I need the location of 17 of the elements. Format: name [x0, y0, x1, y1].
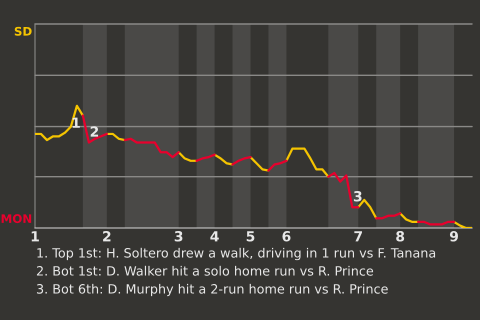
x-tick-label: 8 — [396, 231, 404, 242]
annotation: 3 — [354, 191, 362, 202]
x-tick-label: 7 — [354, 231, 362, 242]
x-tick-label: 9 — [450, 231, 458, 242]
x-tick-label: 1 — [32, 231, 39, 242]
annotation: 2 — [90, 126, 98, 137]
text: SD — [14, 26, 32, 36]
text: 3. Bot 6th: D. Murphy hit a 2-run home run vs R. Prince — [36, 284, 388, 296]
x-tick-label: 2 — [103, 231, 110, 242]
text: 2. Bot 1st: D. Walker hit a solo home run vs R. Prince — [36, 266, 374, 276]
x-tick-label: 3 — [174, 231, 182, 242]
x-tick-label: 5 — [246, 231, 254, 242]
x-tick-label: 4 — [210, 231, 219, 242]
text: MON — [2, 214, 32, 224]
text: 1. Top 1st: H. Soltero drew a walk, driving in 1 run vs F. Tanana — [37, 248, 436, 260]
x-tick-label: 6 — [282, 231, 291, 242]
annotation: 1 — [72, 118, 80, 128]
